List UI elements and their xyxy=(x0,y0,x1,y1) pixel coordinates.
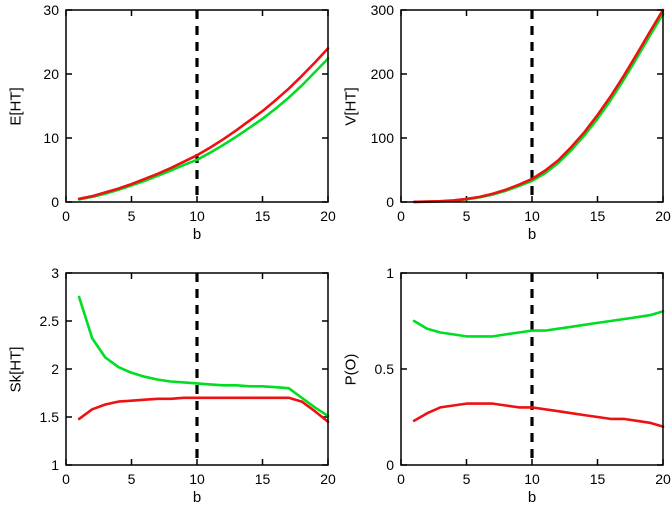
x-tick-label: 15 xyxy=(255,471,271,487)
y-tick-label: 2.5 xyxy=(40,313,60,329)
chart-sk-ht: 0 5 10 15 20 1 1.5 2 2.5 3 Sk[HT] b xyxy=(0,263,336,525)
y-tick-label: 0 xyxy=(386,194,394,210)
x-axis-label: b xyxy=(192,489,202,506)
x-tick-label: 20 xyxy=(655,471,671,487)
x-tick-label: 15 xyxy=(255,208,271,224)
y-tick-label: 3 xyxy=(51,265,59,281)
x-tick-label: 0 xyxy=(62,208,70,224)
x-tick-label: 5 xyxy=(463,208,471,224)
y-tick-label: 0 xyxy=(51,194,59,210)
y-tick-label: 0 xyxy=(386,457,394,473)
plot-svg: 0 5 10 15 20 0 10 20 30 xyxy=(43,2,336,224)
x-tick-label: 20 xyxy=(655,208,671,224)
y-tick-label: 30 xyxy=(43,2,59,18)
series-line-red xyxy=(412,8,665,204)
y-tick-label: 200 xyxy=(371,66,395,82)
plot-box xyxy=(65,272,329,466)
x-tick-label: 0 xyxy=(397,208,405,224)
x-tick-label: 20 xyxy=(320,208,336,224)
y-tick-label: 10 xyxy=(43,130,59,146)
x-tick-label: 20 xyxy=(320,471,336,487)
series-line-green xyxy=(77,295,330,418)
x-tick-label: 10 xyxy=(189,471,205,487)
series-line-red xyxy=(412,402,665,428)
y-tick-label: 1 xyxy=(386,265,394,281)
series-line-green xyxy=(77,57,330,201)
series-line-green xyxy=(412,310,665,338)
y-tick-label: 0.5 xyxy=(375,361,395,377)
x-axis-label: b xyxy=(192,226,202,243)
series-line-red xyxy=(77,47,330,201)
y-tick-label: 1.5 xyxy=(40,409,60,425)
plot-box xyxy=(65,9,329,203)
y-tick-label: 300 xyxy=(371,2,395,18)
x-tick-label: 5 xyxy=(463,471,471,487)
plot-svg: 0 5 10 15 20 1 1.5 2 2.5 3 xyxy=(40,265,336,487)
plot-box xyxy=(400,9,664,203)
x-tick-label: 0 xyxy=(62,471,70,487)
y-tick-label: 1 xyxy=(51,457,59,473)
chart-p-o: 0 5 10 15 20 0 0.5 1 P(O) b xyxy=(335,263,671,525)
series-line-red xyxy=(77,396,330,424)
x-tick-label: 10 xyxy=(189,208,205,224)
x-tick-label: 10 xyxy=(524,208,540,224)
x-tick-label: 5 xyxy=(128,471,136,487)
y-tick-label: 2 xyxy=(51,361,59,377)
x-axis-label: b xyxy=(527,489,537,506)
x-tick-label: 10 xyxy=(524,471,540,487)
y-tick-label: 100 xyxy=(371,130,395,146)
x-tick-label: 15 xyxy=(590,208,606,224)
y-tick-label: 20 xyxy=(43,66,59,82)
x-tick-label: 15 xyxy=(590,471,606,487)
x-tick-label: 0 xyxy=(397,471,405,487)
x-axis-label: b xyxy=(527,226,537,243)
plot-box xyxy=(400,272,664,466)
chart-e-ht: 0 5 10 15 20 0 10 20 30 E[HT] b xyxy=(0,0,336,262)
x-tick-label: 5 xyxy=(128,208,136,224)
plot-svg: 0 5 10 15 20 0 0.5 1 xyxy=(375,265,671,487)
chart-v-ht: 0 5 10 15 20 0 100 200 300 V[HT] b xyxy=(335,0,671,262)
